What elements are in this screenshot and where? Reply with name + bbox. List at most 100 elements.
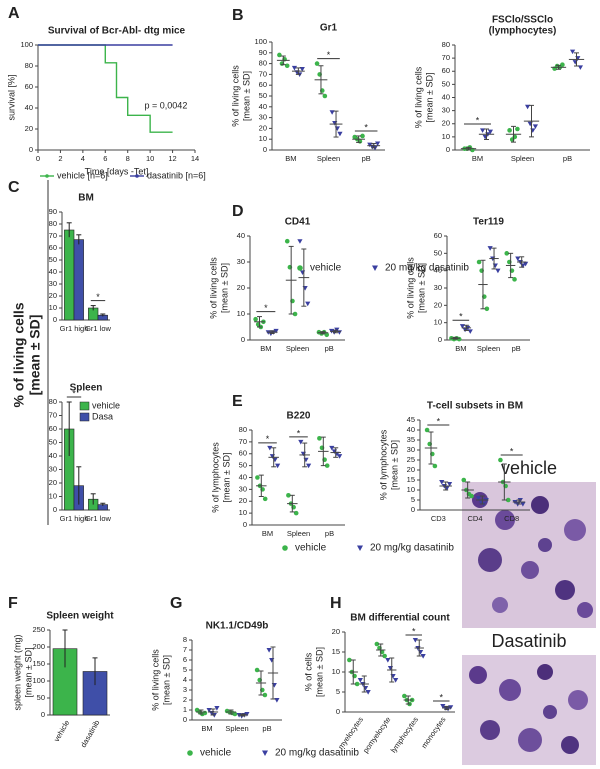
data-point	[332, 121, 338, 126]
data-point	[467, 329, 473, 334]
chart-title: Ter119	[473, 217, 504, 228]
data-point	[412, 638, 418, 643]
c-ylabel: [mean ± SD]	[27, 315, 43, 396]
x-tick-label: BM	[260, 344, 271, 353]
chart-title: BM differential count	[350, 613, 450, 624]
legend-marker	[262, 750, 268, 756]
legend-marker	[45, 174, 49, 178]
y-tick-label: 80	[25, 61, 33, 70]
y-tick-label: 10	[407, 485, 415, 494]
data-point	[365, 690, 371, 695]
data-point	[305, 301, 311, 307]
data-point	[532, 124, 538, 129]
legend-label: 20 mg/kg dasatinib	[385, 263, 469, 274]
data-point	[324, 332, 330, 338]
y-tick-label: 1	[183, 705, 187, 714]
y-tick-label: 70	[239, 437, 247, 446]
y-tick-label: 10	[49, 491, 57, 500]
significance-star: *	[96, 292, 100, 302]
data-point	[266, 648, 272, 653]
y-tick-label: 0	[336, 707, 340, 716]
data-point	[492, 263, 498, 269]
y-axis-label: % of cells	[303, 652, 313, 691]
x-tick-label: CD3	[431, 514, 446, 523]
data-point	[314, 61, 320, 66]
data-point	[439, 480, 445, 485]
data-point	[484, 306, 490, 312]
data-point	[303, 457, 309, 463]
y-tick-label: 60	[25, 82, 33, 91]
y-tick-label: 20	[259, 123, 267, 132]
data-point	[505, 497, 511, 503]
x-tick-label: 4	[81, 154, 85, 163]
x-tick-label: 0	[36, 154, 40, 163]
significance-star: *	[72, 388, 76, 398]
x-tick-label: Spleen	[225, 724, 248, 733]
legend-label: 20 mg/kg dasatinib	[275, 748, 359, 759]
data-point	[367, 142, 373, 148]
y-tick-label: 4	[183, 675, 187, 684]
y-tick-label: 0	[411, 505, 415, 514]
chart-title: T-cell subsets in BM	[427, 401, 523, 412]
data-point	[385, 658, 391, 663]
y-tick-label: 0	[243, 520, 247, 529]
data-point	[459, 324, 466, 329]
y-axis-label: % of living cells	[405, 257, 415, 319]
panel-label: G	[170, 595, 182, 612]
y-tick-label: 30	[237, 257, 245, 266]
data-point	[420, 654, 426, 659]
y-tick-label: 50	[434, 248, 442, 257]
y-axis-label: % of living cells	[150, 649, 160, 711]
significance-star: *	[459, 312, 463, 322]
y-tick-label: 100	[32, 676, 45, 685]
chart-title: Spleen	[70, 383, 103, 394]
x-tick-label: Spleen	[511, 154, 534, 163]
x-tick-label: BM	[455, 344, 466, 353]
chart-title: Survival of Bcr-Abl- dtg mice	[48, 26, 186, 37]
y-tick-label: 10	[239, 508, 247, 517]
legend-marker	[297, 265, 303, 271]
y-tick-label: 100	[254, 37, 267, 46]
y-tick-label: 0	[438, 335, 442, 344]
data-point	[293, 510, 299, 516]
chart-title: NK1.1/CD49b	[206, 621, 269, 632]
legend-label: vehicle	[200, 748, 232, 759]
x-tick-label: CD8	[504, 514, 519, 523]
y-axis-label: [mean ± SD]	[23, 648, 33, 698]
y-tick-label: 0	[446, 145, 450, 154]
x-tick-label: BM	[201, 724, 212, 733]
y-tick-label: 20	[407, 465, 415, 474]
data-point	[299, 67, 305, 72]
legend-label: vehicle	[92, 400, 120, 410]
y-axis-label: survival [%]	[6, 74, 16, 120]
y-tick-label: 15	[332, 647, 340, 656]
data-point	[337, 131, 343, 137]
x-tick-label: Spleen	[287, 529, 310, 538]
y-tick-label: 60	[49, 424, 57, 433]
y-tick-label: 70	[49, 410, 57, 419]
legend-label: Dasa	[92, 411, 113, 421]
x-tick-label: Spleen	[477, 344, 500, 353]
data-point	[507, 128, 512, 133]
y-tick-label: 20	[434, 300, 442, 309]
y-tick-label: 30	[434, 283, 442, 292]
y-tick-label: 15	[407, 475, 415, 484]
x-tick-label: 2	[58, 154, 62, 163]
legend-swatch	[79, 401, 90, 411]
x-tick-label: myelocytes	[336, 715, 365, 751]
y-tick-label: 50	[37, 693, 45, 702]
legend-swatch	[79, 412, 90, 422]
y-tick-label: 200	[32, 642, 45, 651]
y-tick-label: 6	[183, 655, 187, 664]
y-tick-label: 60	[49, 243, 57, 252]
data-point	[525, 104, 531, 110]
y-tick-label: 20	[332, 627, 340, 636]
x-tick-label: monocytes	[419, 715, 447, 750]
data-point	[390, 674, 396, 679]
significance-star: *	[327, 50, 331, 60]
y-tick-label: 0	[29, 145, 33, 154]
x-tick-label: 6	[103, 154, 107, 163]
micrograph-label: vehicle	[501, 458, 557, 478]
x-tick-label: 12	[168, 154, 176, 163]
y-tick-label: 25	[407, 455, 415, 464]
